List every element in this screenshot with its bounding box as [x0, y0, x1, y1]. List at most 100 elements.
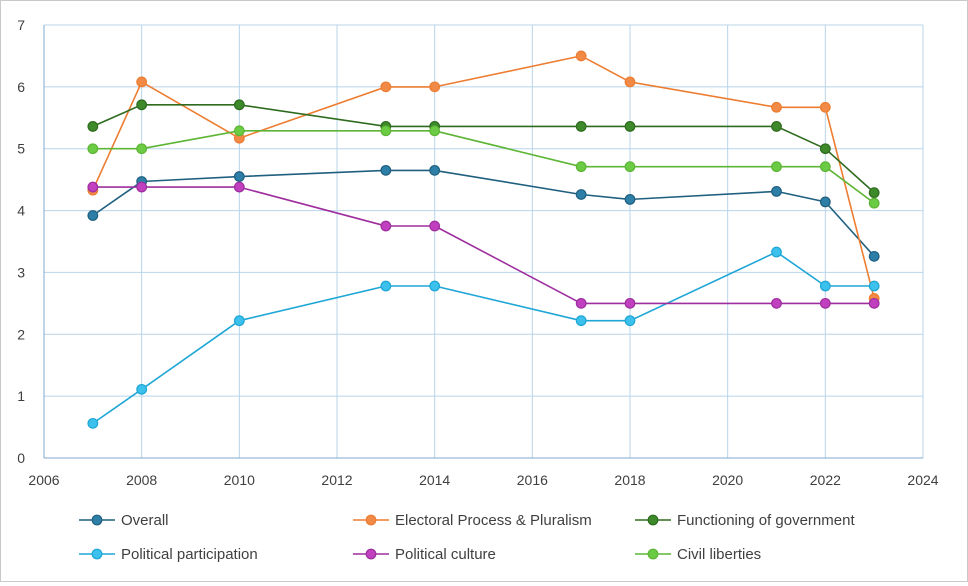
x-tick-label: 2016 [517, 472, 548, 488]
series-line [92, 251, 875, 425]
y-tick-label: 1 [17, 388, 25, 404]
data-point [233, 125, 245, 137]
data-point [624, 315, 636, 327]
data-point [819, 196, 831, 208]
data-point [429, 220, 441, 232]
data-point [87, 121, 99, 132]
series-line [92, 169, 875, 257]
data-point [429, 280, 441, 292]
data-point [380, 280, 392, 292]
legend-item: Civil liberties [635, 546, 761, 563]
data-point [380, 125, 392, 137]
x-tick-label: 2010 [224, 472, 255, 488]
data-point [575, 189, 587, 200]
legend-swatch-marker [365, 548, 377, 560]
data-point [868, 250, 880, 262]
data-point [819, 143, 831, 155]
data-point [136, 143, 148, 155]
series-line [92, 104, 875, 194]
data-point [429, 125, 441, 137]
x-tick-label: 2022 [810, 472, 841, 488]
legend-swatch-marker [91, 548, 103, 560]
series-overall [87, 164, 880, 262]
legend-item: Political culture [353, 546, 496, 563]
x-tick-label: 2024 [907, 472, 938, 488]
data-point [624, 297, 636, 309]
data-point [624, 121, 636, 132]
x-tick-label: 2014 [419, 472, 450, 488]
data-point [575, 121, 587, 132]
data-point [868, 187, 880, 199]
data-point [136, 181, 148, 193]
y-tick-label: 7 [17, 17, 25, 33]
legend-item: Political participation [79, 546, 258, 563]
data-point [819, 297, 831, 309]
data-point [429, 81, 441, 93]
legend-item: Overall [79, 512, 169, 529]
y-tick-label: 5 [17, 141, 25, 157]
data-point [575, 50, 587, 62]
legend: Overall Electoral Process & Pluralism Func… [79, 512, 855, 563]
x-tick-label: 2008 [126, 472, 157, 488]
legend-swatch-marker [365, 514, 377, 526]
x-tick-label: 2020 [712, 472, 743, 488]
y-tick-label: 4 [17, 203, 25, 219]
data-point [233, 99, 245, 111]
data-point [87, 181, 99, 193]
data-point [87, 210, 99, 221]
data-point [233, 181, 245, 193]
legend-item: Electoral Process & Pluralism [353, 512, 592, 529]
data-point [771, 121, 782, 132]
data-point [233, 171, 245, 182]
data-point [771, 246, 782, 258]
series-electoral-process-pluralism [87, 50, 880, 304]
data-point [868, 297, 880, 309]
x-tick-label: 2018 [614, 472, 645, 488]
data-point [380, 164, 392, 176]
data-point [819, 161, 831, 173]
legend-item: Functioning of government [635, 512, 855, 529]
data-point [136, 76, 148, 88]
data-point [771, 101, 782, 113]
data-point [771, 297, 782, 309]
legend-swatch-marker [647, 548, 659, 560]
data-point [771, 161, 782, 173]
series-line [92, 130, 875, 204]
data-point [624, 194, 636, 205]
legend-swatch-marker [647, 514, 659, 526]
data-point [575, 297, 587, 309]
data-point [819, 101, 831, 113]
series-civil-liberties [87, 125, 880, 209]
data-point [136, 99, 148, 111]
legend-label: Political culture [395, 546, 496, 563]
x-tick-label: 2012 [321, 472, 352, 488]
y-tick-label: 6 [17, 79, 25, 95]
series-line [92, 186, 875, 305]
data-point [429, 164, 441, 176]
data-point [575, 161, 587, 173]
series-political-culture [87, 181, 880, 309]
data-point [771, 185, 782, 197]
data-point [380, 220, 392, 232]
legend-label: Electoral Process & Pluralism [395, 512, 592, 529]
data-point [819, 280, 831, 292]
series-political-participation [87, 246, 880, 429]
y-tick-label: 0 [17, 450, 25, 466]
data-point [868, 280, 880, 292]
data-point [624, 76, 636, 88]
legend-label: Political participation [121, 546, 258, 563]
y-tick-label: 2 [17, 326, 25, 342]
x-tick-label: 2006 [28, 472, 59, 488]
legend-swatch-marker [91, 514, 103, 526]
legend-label: Functioning of government [677, 512, 855, 529]
series-lines [87, 50, 880, 429]
series-line [92, 55, 875, 299]
axes: 0 1 2 3 4 5 6 7 2006 2008 2010 2012 2014 2016 2018 2020… [17, 17, 939, 488]
y-tick-label: 3 [17, 264, 25, 280]
legend-label: Civil liberties [677, 546, 761, 563]
grid [43, 24, 924, 458]
data-point [233, 315, 245, 327]
data-point [575, 315, 587, 327]
